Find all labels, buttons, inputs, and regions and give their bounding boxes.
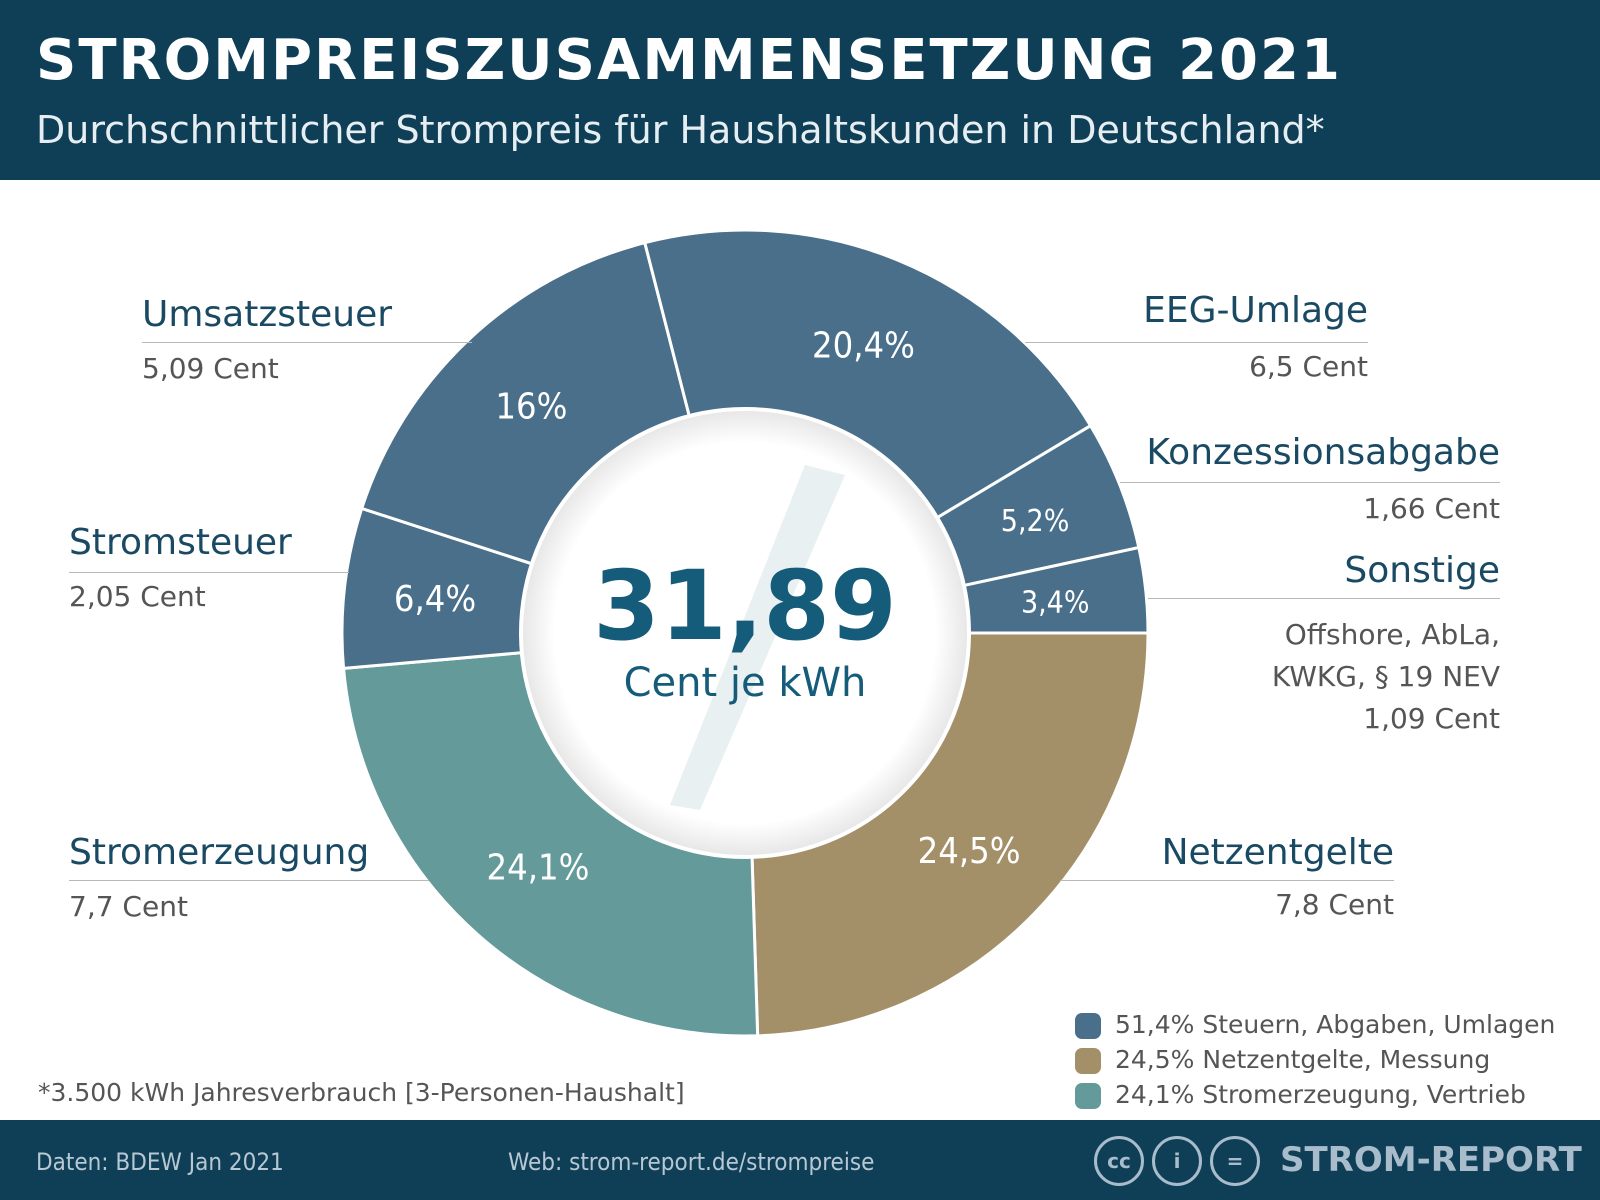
footer-bar <box>0 1120 1600 1200</box>
web-link[interactable]: Web: strom-report.de/strompreise <box>508 1148 875 1176</box>
footnote: *3.500 kWh Jahresverbrauch [3-Personen-H… <box>38 1078 685 1107</box>
leader-line <box>1148 598 1500 599</box>
value-sonstige: Offshore, AbLa, KWKG, § 19 NEV 1,09 Cent <box>1271 618 1500 735</box>
legend-swatch <box>1075 1083 1101 1109</box>
value-netzentgelte: 7,8 Cent <box>1275 888 1394 921</box>
legend-label: 51,4% Steuern, Abgaben, Umlagen <box>1115 1010 1556 1039</box>
legend-item-steuern: 51,4% Steuern, Abgaben, Umlagen <box>1075 1010 1555 1039</box>
percent-label-stromerzeugung: 24,1% <box>486 847 589 888</box>
label-konzessionsabgabe: Konzessionsabgabe <box>1146 432 1500 473</box>
total-price: 31,89 <box>593 550 897 662</box>
legend-swatch <box>1075 1013 1101 1039</box>
leader-line <box>1120 482 1500 483</box>
by-icon: i <box>1152 1136 1202 1186</box>
leader-line <box>142 342 472 343</box>
label-netzentgelte: Netzentgelte <box>1161 832 1394 873</box>
percent-label-sonstige: 3,4% <box>1021 586 1090 621</box>
percent-label-netzentgelte: 24,5% <box>918 831 1021 872</box>
source-text: Daten: BDEW Jan 2021 <box>36 1148 284 1176</box>
lightning-bolt-icon <box>670 465 845 810</box>
label-stromerzeugung: Stromerzeugung <box>69 832 370 873</box>
cc-icon: cc <box>1094 1136 1144 1186</box>
percent-label-stromsteuer: 6,4% <box>394 579 476 620</box>
legend-swatch <box>1075 1048 1101 1074</box>
page-subtitle: Durchschnittlicher Strompreis für Hausha… <box>36 108 1325 152</box>
legend-label: 24,1% Stromerzeugung, Vertrieb <box>1115 1080 1526 1109</box>
value-stromsteuer: 2,05 Cent <box>69 580 206 613</box>
leader-line <box>69 880 429 881</box>
value-stromerzeugung: 7,7 Cent <box>69 890 188 923</box>
label-eeg-umlage: EEG-Umlage <box>1143 290 1368 331</box>
leader-line <box>69 572 349 573</box>
legend-item-netzentgelte: 24,5% Netzentgelte, Messung <box>1075 1045 1490 1074</box>
value-konzessionsabgabe: 1,66 Cent <box>1363 492 1500 525</box>
page-title: STROMPREISZUSAMMENSETZUNG 2021 <box>36 28 1342 93</box>
legend-label: 24,5% Netzentgelte, Messung <box>1115 1045 1491 1074</box>
label-sonstige: Sonstige <box>1344 550 1500 591</box>
value-eeg-umlage: 6,5 Cent <box>1249 350 1368 383</box>
leader-line <box>1060 880 1394 881</box>
label-stromsteuer: Stromsteuer <box>69 522 292 563</box>
header-banner: STROMPREISZUSAMMENSETZUNG 2021 Durchschn… <box>0 0 1600 180</box>
leader-line <box>1025 342 1368 343</box>
brand-logo: STROM-REPORT <box>1280 1140 1582 1180</box>
percent-label-eeg-umlage: 20,4% <box>812 325 915 366</box>
total-price-unit: Cent je kWh <box>623 660 867 706</box>
percent-label-umsatzsteuer: 16% <box>495 387 567 428</box>
percent-label-konzessionsabgabe: 5,2% <box>1001 504 1070 539</box>
nd-icon: = <box>1210 1136 1260 1186</box>
legend-item-stromerzeugung: 24,1% Stromerzeugung, Vertrieb <box>1075 1080 1526 1109</box>
label-umsatzsteuer: Umsatzsteuer <box>142 294 393 335</box>
value-umsatzsteuer: 5,09 Cent <box>142 352 279 385</box>
